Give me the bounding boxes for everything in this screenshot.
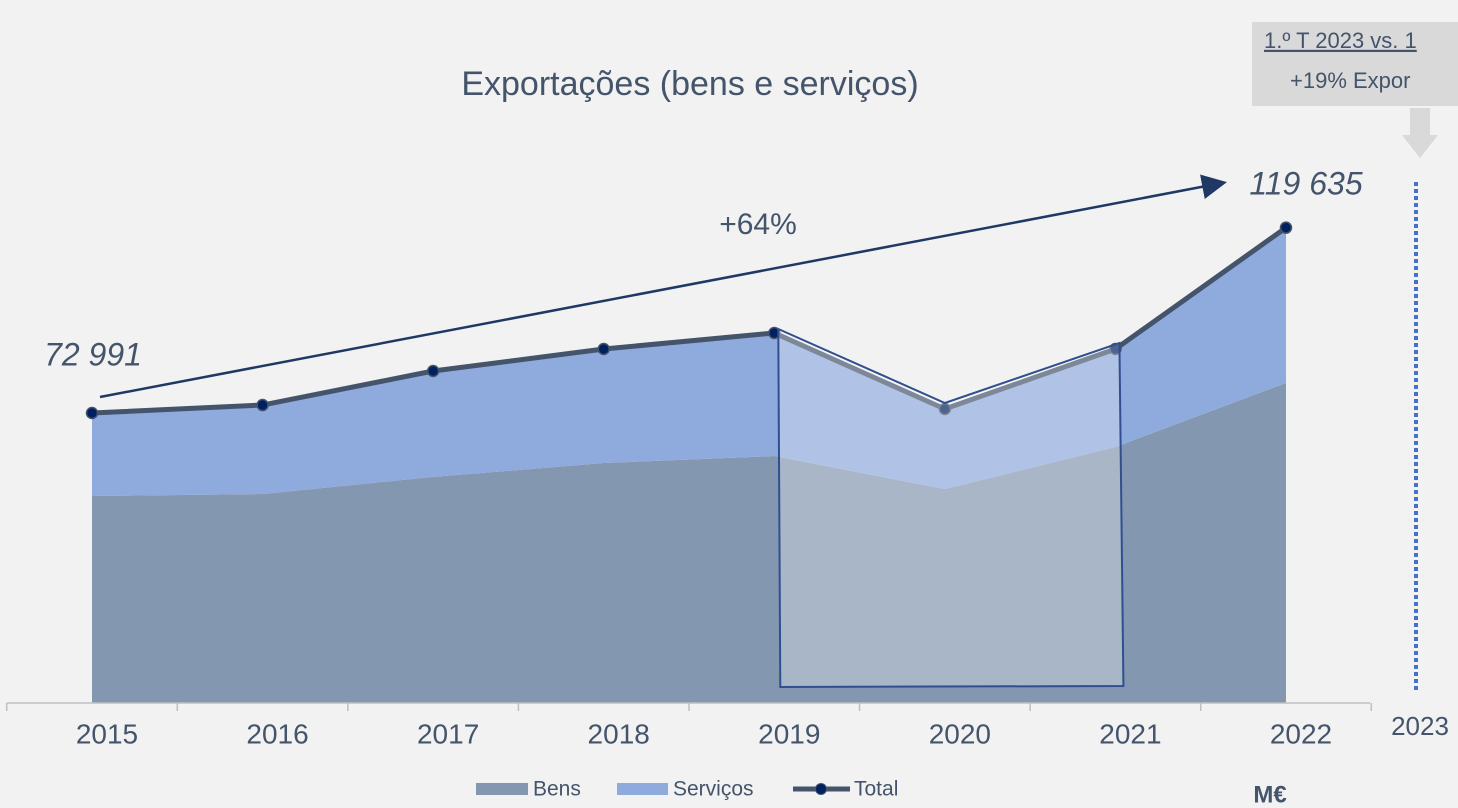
data-label: 72 991 bbox=[44, 336, 142, 372]
x-tick-label: 2021 bbox=[1099, 718, 1161, 749]
callout-line: 1.º T 2023 vs. 1 bbox=[1264, 28, 1417, 53]
x-tick-label: 2017 bbox=[417, 718, 479, 749]
legend-label: Serviços bbox=[673, 778, 754, 801]
area-servicos bbox=[92, 227, 1286, 497]
total-marker bbox=[256, 398, 269, 412]
x-tick-label: 2019 bbox=[758, 718, 820, 749]
legend-swatch bbox=[617, 783, 668, 795]
callout-line: +19% Expor bbox=[1290, 68, 1410, 93]
data-label: 119 635 bbox=[1249, 165, 1363, 201]
x-tick-label: 2018 bbox=[588, 718, 650, 749]
growth-label: +64% bbox=[719, 208, 797, 241]
total-marker bbox=[768, 326, 781, 340]
area-bens bbox=[92, 383, 1286, 703]
legend-label: Total bbox=[854, 778, 898, 801]
legend-marker bbox=[815, 783, 827, 795]
total-marker bbox=[85, 406, 99, 420]
chart-title: Exportações (bens e serviços) bbox=[461, 65, 918, 103]
x-tick-label: 2020 bbox=[929, 718, 991, 749]
total-line bbox=[91, 225, 1288, 416]
callout-box bbox=[1252, 22, 1458, 106]
total-marker bbox=[597, 342, 610, 356]
legend-swatch bbox=[476, 783, 528, 795]
x-tick-label: 2023 bbox=[1391, 711, 1449, 741]
growth-arrow bbox=[99, 174, 1227, 399]
x-tick-label: 2015 bbox=[76, 718, 138, 749]
total-marker bbox=[426, 364, 440, 378]
highlight-box bbox=[777, 327, 1125, 689]
total-marker bbox=[1279, 221, 1293, 234]
callout-arrow bbox=[1402, 108, 1438, 158]
x-tick-label: 2016 bbox=[246, 718, 308, 749]
unit-label: M€ bbox=[1253, 781, 1286, 808]
legend-label: Bens bbox=[533, 778, 581, 801]
x-tick-label: 2022 bbox=[1270, 718, 1332, 749]
